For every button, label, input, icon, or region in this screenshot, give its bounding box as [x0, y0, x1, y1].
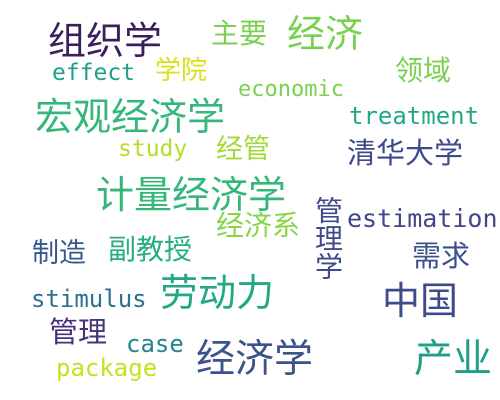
word-laodongli: 劳动力 [160, 271, 275, 315]
word-case: case [126, 330, 184, 358]
word-zhizao: 制造 [32, 238, 86, 269]
word-effect: effect [52, 60, 136, 86]
word-xueyuan: 学院 [155, 56, 208, 86]
word-hongguan-jingjixue: 宏观经济学 [35, 95, 226, 139]
word-study: study [118, 136, 188, 162]
word-guanli: 管理 [49, 315, 108, 349]
word-zuzhixue: 组织学 [48, 19, 163, 63]
word-jingjixue: 经济学 [196, 337, 314, 382]
word-guanlixue: 管理学 [311, 196, 344, 280]
word-fujiaoshou: 副教授 [108, 233, 193, 266]
word-zhuyao: 主要 [211, 17, 268, 50]
word-jiliang-jingjixue: 计量经济学 [96, 173, 287, 217]
word-chanye: 产业 [414, 337, 493, 382]
word-zhongguo: 中国 [382, 279, 459, 323]
word-economic: economic [238, 77, 344, 102]
word-jingjixi: 经济系 [216, 209, 301, 242]
word-qinghua-daxue: 清华大学 [347, 136, 464, 170]
word-treatment: treatment [349, 102, 480, 130]
word-lingyu: 领域 [395, 54, 452, 87]
word-stimulus: stimulus [31, 285, 147, 313]
word-xuqiu: 需求 [412, 239, 471, 273]
word-package: package [56, 354, 158, 382]
word-estimation: estimation [347, 204, 498, 233]
word-jingji: 经济 [287, 12, 364, 56]
word-jingguan: 经管 [216, 134, 270, 165]
